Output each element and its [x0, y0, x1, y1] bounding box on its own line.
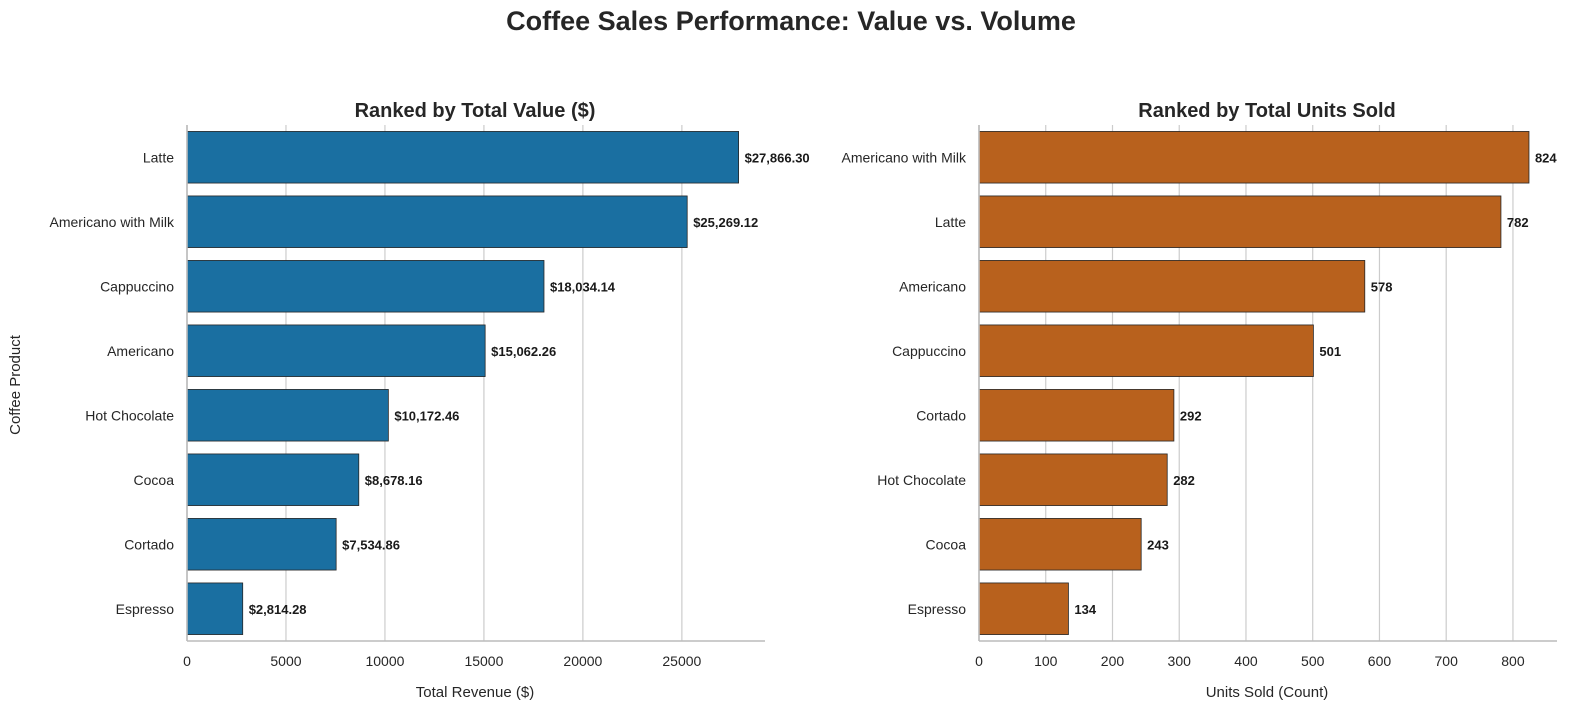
units-category-label: Latte: [935, 214, 966, 230]
value-category-label: Latte: [143, 149, 174, 165]
value-data-label: $8,678.16: [365, 473, 423, 488]
units-xtick-label: 600: [1368, 653, 1392, 669]
value-data-label: $18,034.14: [550, 279, 616, 294]
units-data-label: 578: [1371, 279, 1393, 294]
value-chart-xlabel: Total Revenue ($): [416, 684, 534, 701]
units-xtick-label: 300: [1168, 653, 1192, 669]
value-bar: [186, 453, 360, 506]
units-bar: [978, 518, 1142, 571]
value-chart-ylabel: Coffee Product: [7, 334, 24, 435]
units-data-label: 243: [1147, 537, 1169, 552]
units-xtick-label: 500: [1301, 653, 1325, 669]
units-bar: [978, 324, 1314, 377]
value-bar: [186, 389, 389, 442]
units-chart-xlabel: Units Sold (Count): [1206, 684, 1329, 701]
units-category-label: Hot Chocolate: [877, 472, 966, 488]
units-category-label: Cappuccino: [892, 343, 966, 359]
units-xtick-label: 800: [1501, 653, 1525, 669]
units-data-label: 501: [1319, 344, 1341, 359]
units-bar: [978, 195, 1502, 248]
units-bar: [978, 453, 1168, 506]
units-data-label: 134: [1074, 602, 1096, 617]
units-xtick-label: 200: [1101, 653, 1125, 669]
units-xtick-label: 100: [1034, 653, 1058, 669]
units-data-label: 824: [1535, 150, 1557, 165]
value-category-label: Americano: [107, 343, 174, 359]
units-data-label: 282: [1173, 473, 1195, 488]
units-category-label: Espresso: [908, 601, 967, 617]
value-category-label: Cortado: [124, 536, 174, 552]
value-category-label: Cappuccino: [100, 278, 174, 294]
units-bar: [978, 389, 1175, 442]
units-xtick-label: 0: [975, 653, 983, 669]
value-bar: [186, 518, 337, 571]
units-category-label: Americano with Milk: [842, 149, 967, 165]
value-category-label: Americano with Milk: [50, 214, 175, 230]
units-data-label: 782: [1507, 215, 1529, 230]
value-category-label: Hot Chocolate: [85, 407, 174, 423]
units-data-label: 292: [1180, 408, 1202, 423]
value-category-label: Espresso: [116, 601, 175, 617]
value-xtick-label: 10000: [365, 653, 404, 669]
value-bar: [186, 324, 486, 377]
units-category-label: Cocoa: [926, 536, 967, 552]
units-xtick-label: 400: [1234, 653, 1258, 669]
units-bar: [978, 131, 1530, 184]
value-xtick-label: 15000: [464, 653, 503, 669]
value-bar: [186, 131, 740, 184]
value-bar: [186, 195, 688, 248]
value-data-label: $25,269.12: [693, 215, 758, 230]
value-category-label: Cocoa: [134, 472, 175, 488]
value-data-label: $27,866.30: [745, 150, 810, 165]
value-xtick-label: 5000: [270, 653, 301, 669]
units-category-label: Americano: [899, 278, 966, 294]
units-chart-title: Ranked by Total Units Sold: [1138, 100, 1395, 122]
units-bar: [978, 260, 1366, 313]
units-bar: [978, 582, 1069, 635]
units-chart: Ranked by Total Units Sold Units Sold (C…: [842, 100, 1558, 701]
value-data-label: $15,062.26: [491, 344, 556, 359]
value-bar: [186, 582, 244, 635]
value-xtick-label: 0: [183, 653, 191, 669]
value-data-label: $10,172.46: [394, 408, 459, 423]
value-xtick-label: 25000: [662, 653, 701, 669]
value-bar: [186, 260, 545, 313]
units-category-label: Cortado: [916, 407, 966, 423]
value-data-label: $2,814.28: [249, 602, 307, 617]
value-data-label: $7,534.86: [342, 537, 400, 552]
value-xtick-label: 20000: [563, 653, 602, 669]
value-chart: Ranked by Total Value ($) Total Revenue …: [7, 100, 810, 701]
value-chart-title: Ranked by Total Value ($): [355, 100, 596, 122]
units-xtick-label: 700: [1435, 653, 1459, 669]
figure-title: Coffee Sales Performance: Value vs. Volu…: [506, 6, 1076, 36]
